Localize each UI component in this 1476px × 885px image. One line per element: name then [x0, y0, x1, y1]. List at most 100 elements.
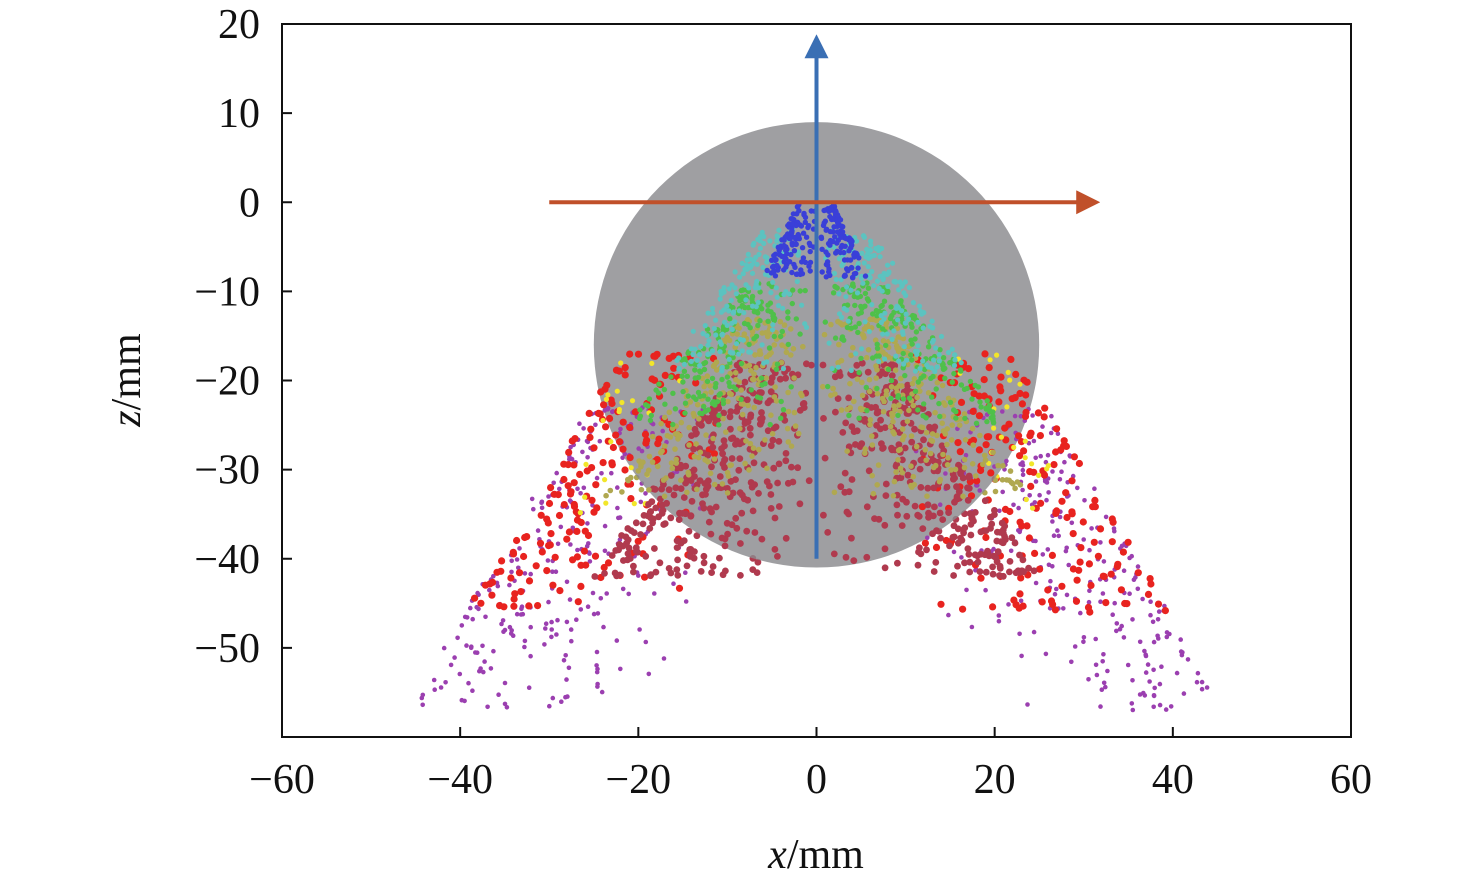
data-point — [827, 237, 834, 244]
data-point — [569, 638, 574, 644]
data-point — [724, 364, 730, 370]
data-point — [1147, 679, 1152, 684]
data-point — [666, 409, 673, 416]
data-point — [457, 671, 463, 677]
data-point — [750, 459, 758, 467]
data-point — [1110, 612, 1115, 617]
data-point — [697, 363, 703, 369]
data-point — [640, 512, 648, 519]
data-point — [695, 420, 703, 427]
data-point — [746, 341, 752, 348]
data-point — [1164, 634, 1170, 640]
data-point — [696, 416, 702, 422]
data-point — [755, 236, 761, 243]
data-point — [738, 396, 744, 403]
data-point — [1063, 513, 1071, 522]
data-point — [1021, 412, 1030, 420]
data-point — [978, 404, 984, 410]
data-point — [772, 384, 778, 390]
data-point — [936, 478, 943, 485]
data-point — [912, 388, 919, 394]
data-point — [939, 420, 945, 427]
data-point — [1020, 376, 1028, 384]
data-point — [1062, 489, 1070, 497]
data-point — [521, 533, 529, 542]
data-point — [1012, 485, 1018, 492]
data-point — [647, 514, 654, 522]
data-point — [757, 245, 764, 251]
data-point — [770, 279, 776, 285]
data-point — [724, 374, 731, 380]
data-point — [958, 536, 966, 544]
x-tick-label: −20 — [605, 757, 671, 803]
data-point — [933, 527, 940, 535]
data-point — [990, 416, 996, 422]
data-point — [551, 553, 559, 561]
data-point — [942, 365, 948, 372]
data-point — [1031, 629, 1037, 635]
data-point — [962, 415, 968, 422]
data-point — [708, 463, 715, 471]
data-point — [755, 310, 761, 316]
data-point — [747, 411, 755, 419]
data-point — [1020, 467, 1026, 473]
data-point — [564, 619, 570, 625]
data-point — [836, 256, 842, 262]
data-point — [848, 287, 854, 293]
data-point — [578, 607, 584, 612]
data-point — [738, 387, 744, 393]
data-point — [895, 447, 902, 454]
data-point — [845, 488, 853, 496]
data-point — [1155, 633, 1160, 639]
data-point — [831, 224, 837, 230]
data-point — [945, 455, 951, 461]
data-point — [973, 420, 980, 426]
data-point — [555, 617, 560, 623]
data-point — [720, 415, 726, 422]
data-point — [724, 303, 730, 309]
data-point — [741, 320, 748, 327]
data-point — [885, 283, 891, 289]
data-point — [980, 461, 986, 468]
data-point — [1124, 538, 1132, 546]
data-point — [624, 556, 631, 564]
data-point — [982, 457, 989, 463]
data-point — [959, 474, 967, 482]
data-point — [1151, 639, 1157, 645]
data-point — [872, 337, 879, 344]
data-point — [709, 375, 716, 382]
data-point — [929, 324, 935, 331]
data-point — [860, 332, 867, 339]
data-point — [668, 374, 674, 380]
data-point — [904, 418, 911, 425]
data-point — [728, 391, 734, 398]
data-point — [1004, 458, 1009, 464]
data-point — [987, 409, 993, 415]
data-point — [735, 466, 743, 474]
data-point — [574, 617, 579, 622]
data-point — [778, 359, 785, 366]
data-point — [510, 595, 518, 603]
data-point — [838, 234, 844, 240]
data-point — [821, 220, 827, 226]
data-point — [1077, 544, 1085, 552]
data-point — [796, 500, 804, 508]
data-point — [781, 291, 787, 298]
data-point — [958, 382, 965, 388]
data-point — [782, 457, 790, 465]
data-point — [549, 581, 557, 589]
data-point — [738, 491, 746, 499]
data-point — [1016, 452, 1024, 460]
data-point — [614, 638, 620, 643]
data-point — [1048, 551, 1056, 560]
data-point — [977, 574, 985, 582]
data-point — [781, 322, 788, 328]
data-point — [920, 358, 926, 364]
data-point — [951, 474, 958, 482]
data-point — [570, 500, 578, 509]
data-point — [936, 352, 942, 358]
data-point — [719, 376, 725, 383]
data-point — [858, 406, 865, 413]
data-point — [554, 470, 559, 476]
data-point — [707, 470, 714, 477]
